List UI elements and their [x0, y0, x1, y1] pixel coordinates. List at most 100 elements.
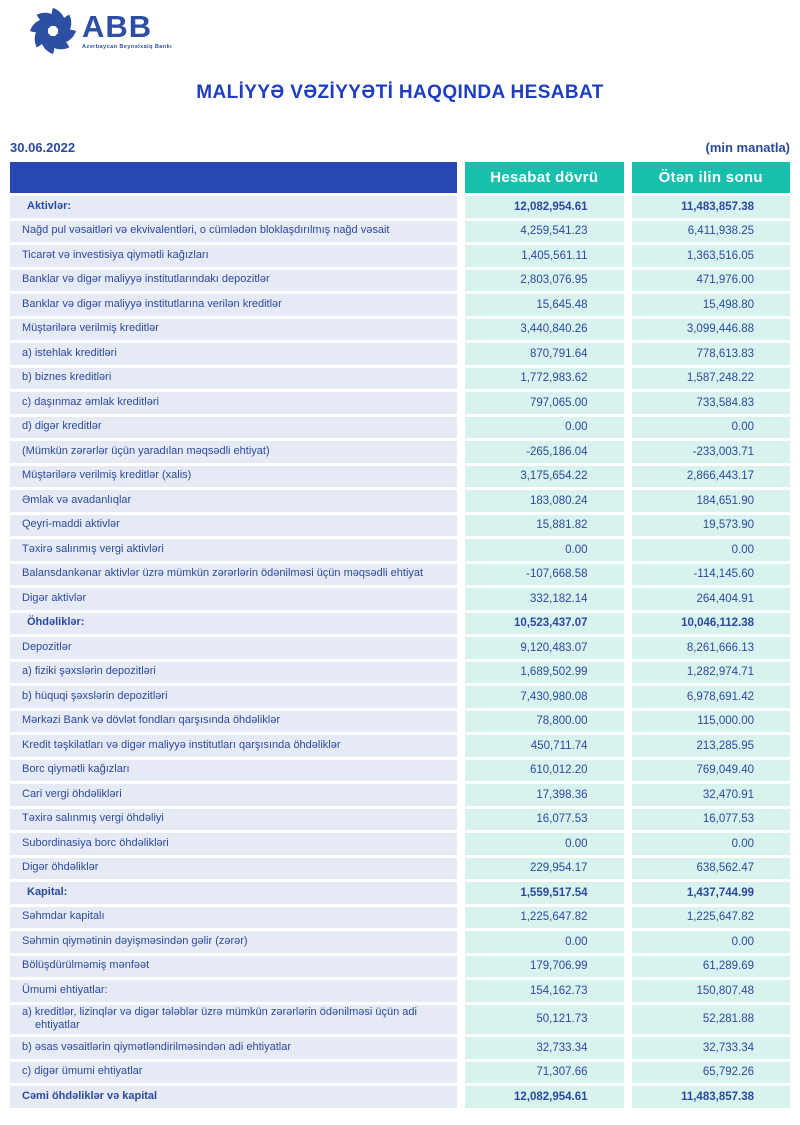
page-title: MALİYYƏ VƏZİYYƏTİ HAQQINDA HESABAT	[196, 82, 604, 103]
row-value-current: 610,012.20	[465, 759, 624, 781]
row-value-previous: 213,285.95	[631, 735, 790, 757]
table-row: Bölüşdürülməmiş mənfəət 179,706.99 61,289.…	[10, 955, 790, 977]
row-value-previous: 778,613.83	[631, 343, 790, 365]
row-value-current: 183,080.24	[465, 490, 624, 512]
table-row: Səhmdar kapitalı 1,225,647.82 1,225,647.82	[10, 906, 790, 928]
row-value-previous: 11,483,857.38	[631, 196, 790, 218]
row-label: (Mümkün zərərlər üçün yaradılan məqsədli…	[10, 441, 457, 463]
row-value-current: 154,162.73	[465, 980, 624, 1002]
financial-table: Hesabat dövrü Ötən ilin sonu Aktivlər: 12…	[10, 162, 790, 1111]
report-date: 30.06.2022	[10, 140, 76, 155]
table-row: Öhdəliklər: 10,523,437.07 10,046,112.38	[10, 612, 790, 634]
logo-text-block: ABB Azərbaycan Beynəlxalq Bankı	[82, 9, 173, 50]
logo-text: ABB	[82, 9, 153, 44]
table-row: Ümumi ehtiyatlar: 154,162.73 150,807.48	[10, 980, 790, 1002]
row-value-previous: 184,651.90	[631, 490, 790, 512]
table-row: b) əsas vəsaitlərin qiymətləndirilməsind…	[10, 1037, 790, 1059]
table-row: a) istehlak kreditləri 870,791.64 778,613.…	[10, 343, 790, 365]
row-label: Səhmdar kapitalı	[10, 906, 457, 928]
table-row: Mərkəzi Bank və dövlət fondları qarşısın…	[10, 710, 790, 732]
row-value-previous: 15,498.80	[631, 294, 790, 316]
table-row: Subordinasiya borc öhdəlikləri 0.00 0.00	[10, 833, 790, 855]
table-row: Ticarət və investisiya qiymətli kağızlar…	[10, 245, 790, 267]
row-value-previous: 0.00	[631, 416, 790, 438]
row-label: Müştərilərə verilmiş kreditlər	[10, 318, 457, 340]
row-value-current: 1,405,561.11	[465, 245, 624, 267]
row-value-previous: 1,225,647.82	[631, 906, 790, 928]
row-value-previous: 1,437,744.99	[631, 882, 790, 904]
row-label: Cəmi öhdəliklər və kapital	[10, 1086, 457, 1108]
row-value-current: 78,800.00	[465, 710, 624, 732]
table-row: b) hüquqi şəxslərin depozitləri 7,430,980…	[10, 686, 790, 708]
table-row: b) biznes kreditləri 1,772,983.62 1,587,24…	[10, 367, 790, 389]
row-value-previous: 1,363,516.05	[631, 245, 790, 267]
row-value-current: 0.00	[465, 833, 624, 855]
logo-subtext: Azərbaycan Beynəlxalq Bankı	[82, 44, 173, 50]
row-value-current: 332,182.14	[465, 588, 624, 610]
row-label: Banklar və digər maliyyə institutlarına …	[10, 294, 457, 316]
row-value-previous: 3,099,446.88	[631, 318, 790, 340]
table-row: Əmlak və avadanlıqlar 183,080.24 184,651.9…	[10, 490, 790, 512]
table-row: a) kreditlər, lizinqlər və digər tələblə…	[10, 1004, 790, 1034]
row-label: Banklar və digər maliyyə institutlarında…	[10, 269, 457, 291]
row-value-previous: 19,573.90	[631, 514, 790, 536]
table-row: Nağd pul vəsaitləri və ekvivalentləri, o…	[10, 220, 790, 242]
row-value-current: 0.00	[465, 931, 624, 953]
row-value-current: 71,307.66	[465, 1061, 624, 1083]
row-label: Borc qiymətli kağızları	[10, 759, 457, 781]
row-label: Ticarət və investisiya qiymətli kağızlar…	[10, 245, 457, 267]
table-row: Səhmin qiymətinin dəyişməsindən gəlir (z…	[10, 931, 790, 953]
row-value-previous: 0.00	[631, 833, 790, 855]
row-value-current: 179,706.99	[465, 955, 624, 977]
column-header-previous: Ötən ilin sonu	[631, 162, 790, 193]
row-label: Digər aktivlər	[10, 588, 457, 610]
row-value-current: 2,803,076.95	[465, 269, 624, 291]
row-value-previous: 32,733.34	[631, 1037, 790, 1059]
row-value-current: 17,398.36	[465, 784, 624, 806]
row-value-current: 1,689,502.99	[465, 661, 624, 683]
row-value-current: 7,430,980.08	[465, 686, 624, 708]
table-row: c) digər ümumi ehtiyatlar 71,307.66 65,792…	[10, 1061, 790, 1083]
table-row: Qeyri-maddi aktivlər 15,881.82 19,573.90	[10, 514, 790, 536]
row-value-previous: 0.00	[631, 931, 790, 953]
row-label: Balansdankənar aktivlər üzrə mümkün zərə…	[10, 563, 457, 585]
table-body: Aktivlər: 12,082,954.61 11,483,857.38 Nağd …	[10, 196, 790, 1108]
bank-logo: ABB Azərbaycan Beynəlxalq Bankı	[28, 6, 172, 56]
row-value-current: 32,733.34	[465, 1037, 624, 1059]
row-label: Səhmin qiymətinin dəyişməsindən gəlir (z…	[10, 931, 457, 953]
row-value-previous: 16,077.53	[631, 808, 790, 830]
row-value-previous: 733,584.83	[631, 392, 790, 414]
row-value-previous: 264,404.91	[631, 588, 790, 610]
table-header-row: Hesabat dövrü Ötən ilin sonu	[10, 162, 790, 193]
table-row: Balansdankənar aktivlər üzrə mümkün zərə…	[10, 563, 790, 585]
row-value-current: 16,077.53	[465, 808, 624, 830]
table-row: Cari vergi öhdəlikləri 17,398.36 32,470.91	[10, 784, 790, 806]
table-row: c) daşınmaz əmlak kreditləri 797,065.00 73…	[10, 392, 790, 414]
row-label: Əmlak və avadanlıqlar	[10, 490, 457, 512]
row-value-current: -107,668.58	[465, 563, 624, 585]
row-label: Təxirə salınmış vergi aktivləri	[10, 539, 457, 561]
row-value-current: 1,559,517.54	[465, 882, 624, 904]
table-row: Müştərilərə verilmiş kreditlər (xalis) 3,…	[10, 465, 790, 487]
unit-note: (min manatla)	[705, 140, 790, 155]
table-row: Aktivlər: 12,082,954.61 11,483,857.38	[10, 196, 790, 218]
table-row: d) digər kreditlər 0.00 0.00	[10, 416, 790, 438]
table-row: Banklar və digər maliyyə institutlarında…	[10, 269, 790, 291]
table-row: Təxirə salınmış vergi öhdəliyi 16,077.53 1…	[10, 808, 790, 830]
row-label: Kapital:	[10, 882, 457, 904]
row-label: Qeyri-maddi aktivlər	[10, 514, 457, 536]
table-row: Depozitlər 9,120,483.07 8,261,666.13	[10, 637, 790, 659]
row-label: Nağd pul vəsaitləri və ekvivalentləri, o…	[10, 220, 457, 242]
table-row: Təxirə salınmış vergi aktivləri 0.00 0.00	[10, 539, 790, 561]
row-label: Ümumi ehtiyatlar:	[10, 980, 457, 1002]
row-label: Müştərilərə verilmiş kreditlər (xalis)	[10, 465, 457, 487]
table-row: Borc qiymətli kağızları 610,012.20 769,049…	[10, 759, 790, 781]
row-value-current: 10,523,437.07	[465, 612, 624, 634]
row-label: d) digər kreditlər	[10, 416, 457, 438]
abb-pinwheel-icon	[28, 6, 78, 56]
table-row: Müştərilərə verilmiş kreditlər 3,440,840.…	[10, 318, 790, 340]
row-label: b) hüquqi şəxslərin depozitləri	[10, 686, 457, 708]
row-label: Bölüşdürülməmiş mənfəət	[10, 955, 457, 977]
row-value-current: 12,082,954.61	[465, 1086, 624, 1108]
